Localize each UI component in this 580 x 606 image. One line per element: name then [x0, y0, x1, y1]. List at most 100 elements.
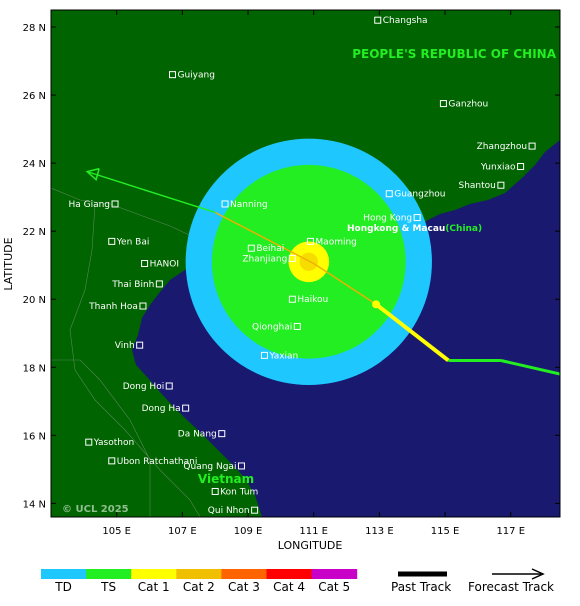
city-marker-icon: [85, 438, 93, 446]
city-beihai: Beihai: [247, 244, 284, 254]
lat-tick-label: 14 N: [23, 499, 46, 510]
city-label: Thanh Hoa: [88, 302, 138, 312]
city-marker-icon: [497, 181, 505, 189]
city-marker-icon: [517, 163, 525, 171]
city-label: Ganzhou: [448, 100, 488, 110]
legend-forecast-track: Forecast Track: [468, 568, 554, 594]
city-label: Zhanjiang: [242, 254, 287, 264]
legend-swatch: [176, 569, 222, 579]
city-marker-icon: [293, 322, 301, 330]
forecast-position-marker: [372, 300, 381, 309]
lon-tick-label: 109 E: [234, 526, 263, 537]
legend-label: Cat 3: [228, 580, 260, 594]
lon-tick-label: 117 E: [496, 526, 525, 537]
city-label: Nanning: [230, 200, 268, 210]
hongkong-macau-paren: (China): [445, 224, 482, 234]
city-dong-hoi: Dong Hoi: [123, 382, 173, 392]
city-label: Maoming: [315, 237, 356, 247]
forecast-track-segment: [214, 211, 315, 265]
city-label: Kon Tum: [220, 487, 258, 497]
city-label: Haikou: [297, 295, 328, 305]
city-marker-icon: [288, 254, 296, 262]
city-marker-icon: [288, 295, 296, 303]
city-qionghai: Qionghai: [252, 322, 301, 332]
lat-tick-label: 26 N: [23, 91, 46, 102]
grid-ticks: [51, 10, 560, 517]
city-marker-icon: [136, 341, 144, 349]
city-shantou: Shantou: [458, 181, 505, 191]
legend-item-cat-3: Cat 3: [221, 569, 267, 594]
city-marker-icon: [251, 506, 259, 514]
legend-swatch: [131, 569, 177, 579]
forecast-track-segment: [313, 262, 377, 305]
city-marker-icon: [218, 430, 226, 438]
lat-tick-label: 18 N: [23, 363, 46, 374]
city-label: Ubon Ratchathani: [117, 457, 198, 467]
lon-tick-label: 105 E: [102, 526, 131, 537]
city-label: Thai Binh: [111, 280, 154, 290]
city-marker-icon: [182, 404, 190, 412]
lat-tick-label: 28 N: [23, 23, 46, 34]
lon-tick-label: 111 E: [299, 526, 328, 537]
legend-item-cat-5: Cat 5: [311, 569, 358, 594]
lat-tick-label: 24 N: [23, 159, 46, 170]
city-qui-nhon: Qui Nhon: [208, 506, 259, 516]
city-marker-icon: [165, 382, 173, 390]
legend-label: Cat 1: [138, 580, 170, 594]
city-marker-icon: [260, 351, 268, 359]
lat-tick-label: 20 N: [23, 295, 46, 306]
city-quang-ngai: Quang Ngai: [183, 462, 245, 472]
city-marker-icon: [413, 214, 421, 222]
city-guangzhou: Guangzhou: [385, 190, 445, 200]
city-ubon-ratchathani: Ubon Ratchathani: [108, 457, 198, 467]
legend-label: Cat 4: [273, 580, 305, 594]
city-label: Guangzhou: [394, 190, 445, 200]
city-label: Yunxiao: [480, 163, 516, 173]
city-yaxian: Yaxian: [260, 351, 298, 361]
city-label: Yen Bai: [116, 237, 150, 247]
city-label: Yaxian: [268, 351, 298, 361]
legend-swatch: [221, 569, 267, 579]
city-zhanjiang: Zhanjiang: [242, 254, 296, 264]
legend-label: Cat 2: [183, 580, 215, 594]
city-marker-icon: [108, 457, 116, 465]
axis-tick-labels: 105 E 107 E 109 E 111 E 113 E 115 E 117 E 28 N 2…: [23, 23, 525, 537]
map-plot-area: Changsha Guiyang Ganzhou Zhangzhou Yunxiao Gu…: [51, 10, 560, 517]
city-marker-icon: [247, 244, 255, 252]
city-label: Beihai: [256, 244, 284, 254]
city-kon-tum: Kon Tum: [211, 487, 258, 497]
city-label: Hong Kong: [363, 214, 412, 224]
lat-tick-label: 16 N: [23, 431, 46, 442]
city-hong-kong: Hong Kong: [363, 214, 421, 224]
forecast-track-segment: [86, 170, 216, 214]
city-label: Vinh: [115, 341, 135, 351]
legend-swatch: [41, 569, 87, 579]
lon-tick-label: 107 E: [168, 526, 197, 537]
forecast-track-segment: [374, 302, 450, 363]
city-markers: Changsha Guiyang Ganzhou Zhangzhou Yunxiao Gu…: [68, 16, 536, 516]
copyright-text: © UCL 2025: [62, 504, 129, 515]
city-label: Ha Giang: [68, 200, 110, 210]
city-label: Changsha: [383, 16, 428, 26]
city-thanh-hoa: Thanh Hoa: [88, 302, 147, 312]
city-label: Dong Ha: [142, 404, 181, 414]
city-marker-icon: [169, 71, 177, 79]
city-marker-icon: [385, 190, 393, 198]
city-marker-icon: [111, 200, 119, 208]
city-label: Zhangzhou: [477, 142, 527, 152]
city-marker-icon: [139, 302, 147, 310]
forecast-track-arrowhead: [85, 167, 100, 181]
city-changsha: Changsha: [374, 16, 428, 26]
city-label: Guiyang: [178, 71, 215, 81]
country-label: PEOPLE'S REPUBLIC OF CHINA: [352, 47, 556, 61]
city-haikou: Haikou: [288, 295, 328, 305]
past-track-label: Past Track: [391, 580, 451, 594]
legend-item-td: TD: [41, 569, 87, 594]
legend-item-cat-2: Cat 2: [176, 569, 222, 594]
legend-item-cat-1: Cat 1: [131, 569, 177, 594]
city-vinh: Vinh: [115, 341, 144, 351]
city-marker-icon: [374, 16, 382, 24]
vietnam-label: Vietnam: [198, 472, 254, 486]
